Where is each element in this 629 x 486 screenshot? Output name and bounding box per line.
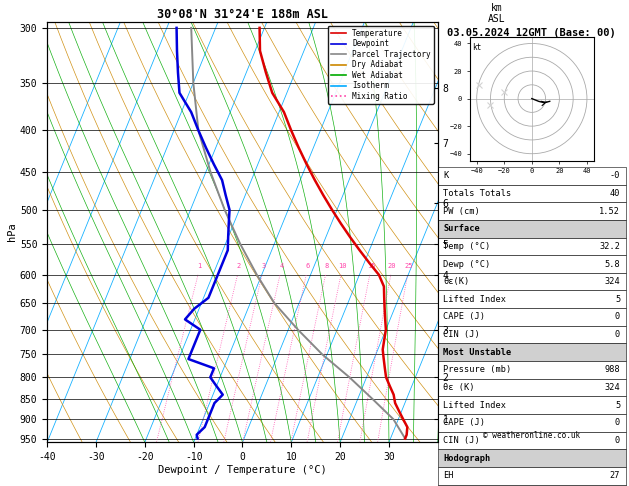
Text: 0: 0 xyxy=(615,312,620,321)
Bar xyxy=(438,397,626,414)
Text: Pressure (mb): Pressure (mb) xyxy=(443,365,511,374)
Text: 8: 8 xyxy=(325,263,329,269)
Text: 1.52: 1.52 xyxy=(599,207,620,216)
Text: 5: 5 xyxy=(615,295,620,304)
Bar xyxy=(438,255,626,273)
Text: Most Unstable: Most Unstable xyxy=(443,348,511,357)
Text: 0: 0 xyxy=(615,330,620,339)
Text: Temp (°C): Temp (°C) xyxy=(443,242,491,251)
Text: θε(K): θε(K) xyxy=(443,277,470,286)
Title: 30°08'N 31°24'E 188m ASL: 30°08'N 31°24'E 188m ASL xyxy=(157,8,328,21)
Y-axis label: km
ASL: km ASL xyxy=(487,2,505,24)
Text: 5.8: 5.8 xyxy=(604,260,620,268)
Text: 3: 3 xyxy=(261,263,265,269)
Text: PW (cm): PW (cm) xyxy=(443,207,480,216)
Bar xyxy=(438,273,626,291)
Text: CAPE (J): CAPE (J) xyxy=(443,312,486,321)
Text: 324: 324 xyxy=(604,383,620,392)
Text: 1: 1 xyxy=(198,263,202,269)
Bar xyxy=(438,344,626,361)
Text: 0: 0 xyxy=(615,436,620,445)
Text: 4: 4 xyxy=(279,263,284,269)
Text: 5: 5 xyxy=(615,401,620,410)
Legend: Temperature, Dewpoint, Parcel Trajectory, Dry Adiabat, Wet Adiabat, Isotherm, Mi: Temperature, Dewpoint, Parcel Trajectory… xyxy=(328,26,434,104)
Text: 988: 988 xyxy=(604,365,620,374)
Bar xyxy=(438,308,626,326)
Bar xyxy=(438,185,626,202)
Bar xyxy=(438,326,626,344)
Text: 25: 25 xyxy=(404,263,413,269)
Bar xyxy=(438,361,626,379)
Text: 15: 15 xyxy=(367,263,375,269)
Bar xyxy=(438,291,626,308)
Bar xyxy=(438,379,626,397)
Text: 20: 20 xyxy=(387,263,396,269)
Bar xyxy=(438,414,626,432)
Text: 27: 27 xyxy=(610,471,620,480)
Bar xyxy=(438,432,626,450)
Text: 0: 0 xyxy=(615,418,620,427)
Bar xyxy=(438,485,626,486)
Bar xyxy=(438,220,626,238)
Text: kt: kt xyxy=(472,43,482,52)
Bar xyxy=(438,202,626,220)
Text: 40: 40 xyxy=(610,189,620,198)
Bar xyxy=(438,238,626,255)
Text: 32.2: 32.2 xyxy=(599,242,620,251)
Bar xyxy=(438,167,626,185)
Text: 03.05.2024 12GMT (Base: 00): 03.05.2024 12GMT (Base: 00) xyxy=(447,28,616,38)
Text: 2: 2 xyxy=(237,263,241,269)
Text: 6: 6 xyxy=(306,263,309,269)
Text: CAPE (J): CAPE (J) xyxy=(443,418,486,427)
X-axis label: Dewpoint / Temperature (°C): Dewpoint / Temperature (°C) xyxy=(158,465,327,475)
Text: Lifted Index: Lifted Index xyxy=(443,295,506,304)
Text: Dewp (°C): Dewp (°C) xyxy=(443,260,491,268)
Text: 324: 324 xyxy=(604,277,620,286)
Text: K: K xyxy=(443,171,448,180)
Text: CIN (J): CIN (J) xyxy=(443,436,480,445)
Text: Lifted Index: Lifted Index xyxy=(443,401,506,410)
Bar xyxy=(438,450,626,467)
Text: EH: EH xyxy=(443,471,454,480)
Y-axis label: hPa: hPa xyxy=(7,223,17,242)
Bar xyxy=(438,467,626,485)
Text: CIN (J): CIN (J) xyxy=(443,330,480,339)
Text: 10: 10 xyxy=(338,263,347,269)
Text: Surface: Surface xyxy=(443,224,480,233)
Text: © weatheronline.co.uk: © weatheronline.co.uk xyxy=(483,431,581,440)
Text: -0: -0 xyxy=(610,171,620,180)
Text: Totals Totals: Totals Totals xyxy=(443,189,511,198)
Text: Hodograph: Hodograph xyxy=(443,454,491,463)
Text: θε (K): θε (K) xyxy=(443,383,475,392)
